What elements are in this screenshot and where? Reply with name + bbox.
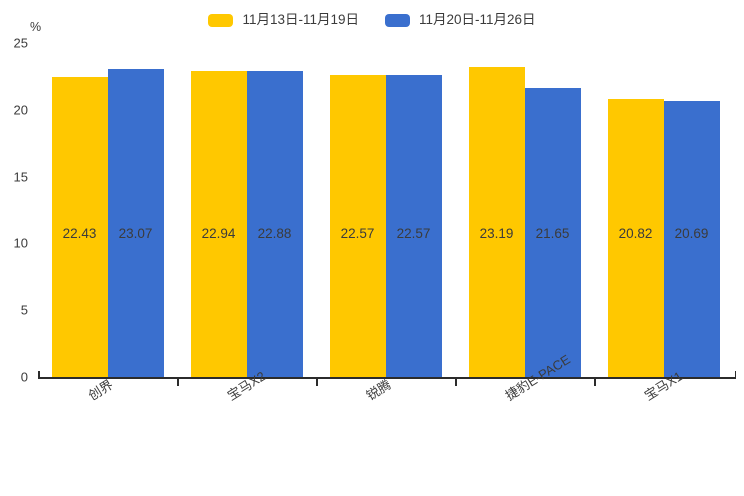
bar[interactable]: 23.19: [468, 67, 525, 377]
bar[interactable]: 20.69: [663, 100, 720, 377]
bar-value-label: 22.88: [257, 226, 292, 242]
y-tick-label: 5: [20, 302, 28, 318]
bar[interactable]: 22.94: [190, 70, 247, 377]
x-category-label: 锐腾: [363, 376, 394, 404]
legend-label-series-2: 11月20日-11月26日: [419, 12, 536, 28]
legend-item-series-2[interactable]: 11月20日-11月26日: [385, 13, 536, 27]
bar[interactable]: 21.65: [524, 87, 581, 377]
legend-label-series-1: 11月13日-11月19日: [242, 12, 359, 28]
legend-item-series-1[interactable]: 11月13日-11月19日: [208, 13, 359, 27]
chart-legend: 11月13日-11月19日 11月20日-11月26日: [0, 8, 744, 32]
y-tick-label: 15: [13, 169, 28, 185]
y-axis: 0 5 10 15 20 25: [0, 35, 36, 385]
bar-value-label: 20.69: [674, 226, 709, 242]
bar[interactable]: 22.57: [385, 75, 442, 377]
bar-value-label: 22.57: [396, 226, 431, 242]
bar-value-label: 20.82: [618, 226, 653, 242]
legend-swatch-series-1: [208, 13, 234, 27]
bar-value-label: 23.07: [118, 226, 153, 242]
bar-value-label: 22.57: [340, 226, 375, 242]
x-axis-start-cap: [38, 371, 40, 378]
x-axis-tick: [177, 378, 179, 386]
y-tick-label: 10: [13, 235, 28, 251]
bar-value-label: 22.43: [62, 226, 97, 242]
x-axis-tick: [316, 378, 318, 386]
legend-swatch-series-2: [385, 13, 410, 27]
x-axis-tick: [455, 378, 457, 386]
y-tick-label: 0: [20, 369, 28, 385]
bar-value-label: 22.94: [201, 226, 236, 242]
bar[interactable]: 22.57: [329, 75, 386, 377]
x-category-label: 创界: [85, 376, 116, 404]
bar[interactable]: 22.43: [51, 77, 108, 377]
bar[interactable]: 22.88: [246, 71, 303, 377]
bar[interactable]: 20.82: [607, 98, 664, 377]
bar-value-label: 21.65: [535, 226, 570, 242]
x-axis-end-cap: [734, 371, 736, 378]
y-tick-label: 25: [13, 35, 28, 51]
bar[interactable]: 23.07: [107, 68, 164, 377]
y-tick-label: 20: [13, 102, 28, 118]
x-axis-line: [38, 377, 736, 379]
y-axis-unit-label: %: [30, 20, 42, 34]
bar-value-label: 23.19: [479, 226, 514, 242]
x-axis-tick: [594, 378, 596, 386]
